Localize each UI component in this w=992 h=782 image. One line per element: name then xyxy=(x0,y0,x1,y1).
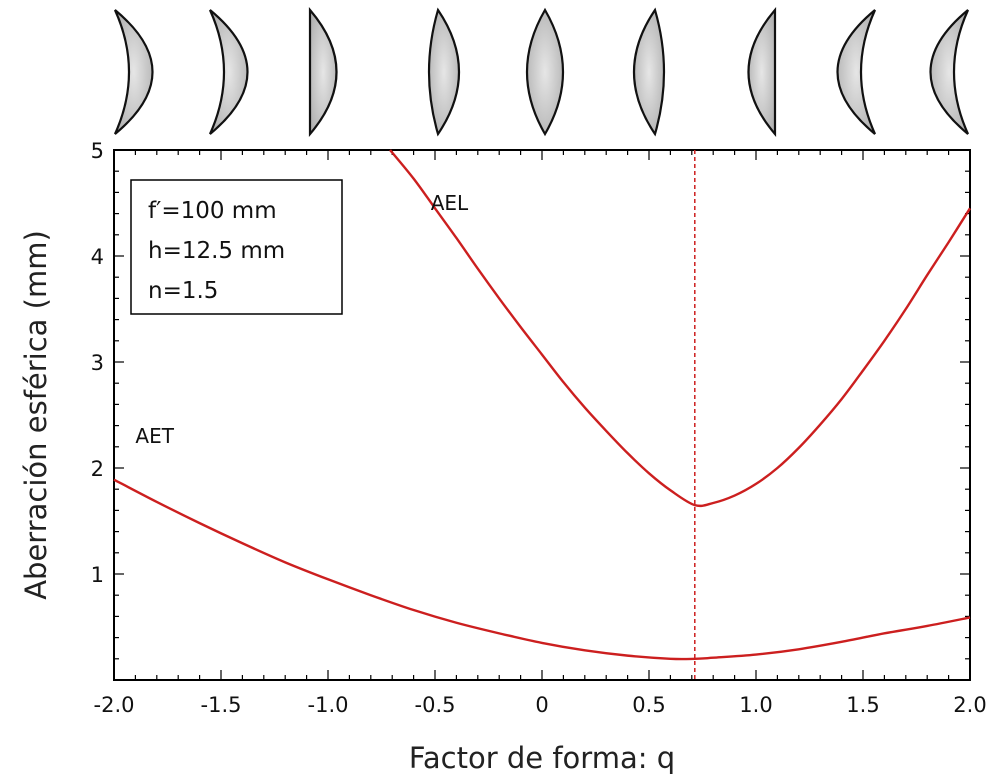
legend-frame xyxy=(130,179,343,315)
lens-meniscus xyxy=(113,9,154,135)
series-group xyxy=(113,149,972,661)
legend-focal-length: f′=100 mm xyxy=(148,198,277,224)
x-axis-title: Factor de forma: q xyxy=(409,741,675,775)
y-tick-label: 3 xyxy=(91,351,104,375)
x-tick-label: -2.0 xyxy=(94,693,135,717)
lens-equiconvex xyxy=(525,7,565,137)
series-label-ael: AEL xyxy=(431,191,469,215)
parameter-legend-box: f′=100 mm h=12.5 mm n=1.5 xyxy=(130,179,343,315)
y-tick-label: 2 xyxy=(91,457,104,481)
y-tick-labels: 1 2 3 4 5 xyxy=(91,139,104,587)
lens-meniscus xyxy=(836,9,877,135)
x-tick-label: -0.5 xyxy=(415,693,456,717)
series-line-ael xyxy=(389,149,972,508)
x-tick-labels: -2.0 -1.5 -1.0 -0.5 0 0.5 1.0 1.5 2.0 xyxy=(94,693,987,717)
series-line-aet xyxy=(113,478,971,661)
lens-plano-convex xyxy=(308,7,338,137)
y-tick-label: 1 xyxy=(91,563,104,587)
x-tick-label: 1.5 xyxy=(846,693,879,717)
y-tick-label: 5 xyxy=(91,139,104,163)
x-tick-label: -1.5 xyxy=(201,693,242,717)
lens-biconvex xyxy=(427,7,461,137)
series-label-aet: AET xyxy=(135,424,174,448)
x-tick-label: 0.5 xyxy=(632,693,665,717)
legend-index: n=1.5 xyxy=(148,278,218,304)
y-tick-label: 4 xyxy=(91,245,104,269)
lens-meniscus xyxy=(929,9,970,135)
x-tick-label: 0 xyxy=(535,693,548,717)
lens-shape-row xyxy=(113,7,970,137)
lens-plano-convex xyxy=(747,7,777,137)
lens-meniscus xyxy=(208,9,249,135)
legend-height: h=12.5 mm xyxy=(148,238,285,264)
y-axis-title: Aberración esférica (mm) xyxy=(19,230,53,600)
axis-ticks xyxy=(113,149,971,681)
x-tick-label: 1.0 xyxy=(739,693,772,717)
x-tick-label: -1.0 xyxy=(308,693,349,717)
x-tick-label: 2.0 xyxy=(953,693,986,717)
lens-biconvex xyxy=(632,7,666,137)
